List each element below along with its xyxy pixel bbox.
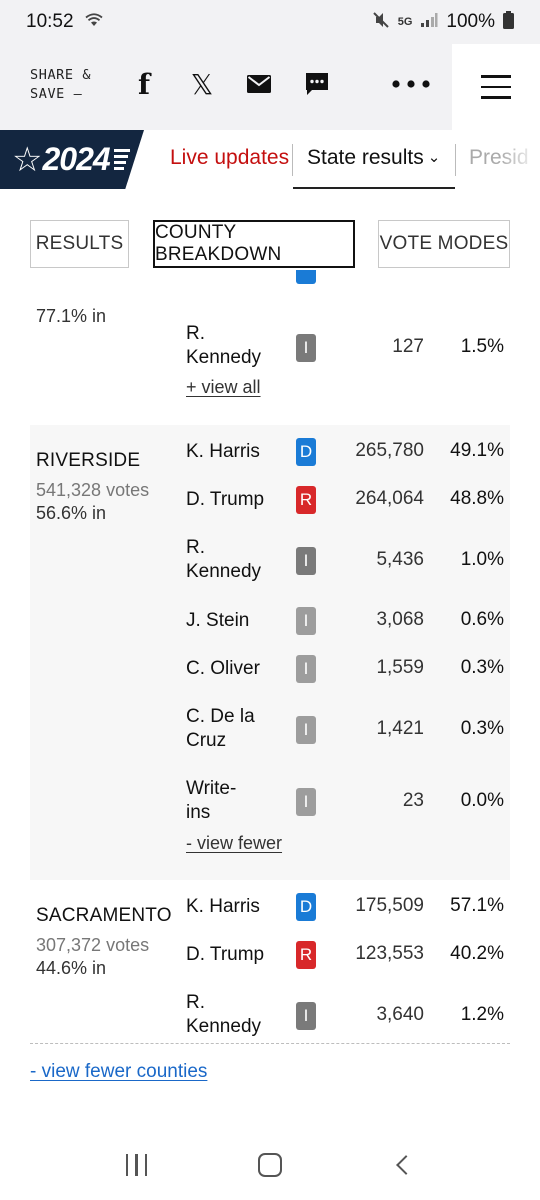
- county-total-votes: 307,372 votes: [36, 935, 150, 955]
- candidate-name: K. Harris: [186, 441, 260, 462]
- home-icon[interactable]: [245, 1145, 295, 1185]
- tab-vote-modes[interactable]: VOTE MODES: [378, 220, 510, 268]
- candidate-name: J. Stein: [186, 610, 250, 631]
- mail-icon[interactable]: [241, 66, 277, 102]
- results-tabs: RESULTS COUNTY BREAKDOWN VOTE MODES: [0, 220, 540, 268]
- county-name: SACRAMENTO: [36, 905, 172, 926]
- share-bar: SHARE & SAVE — f 𝕏: [0, 44, 540, 130]
- vote-count: 265,780: [355, 440, 424, 461]
- candidate-name: K. Harris: [186, 896, 260, 917]
- county-precincts-in: 44.6% in: [36, 958, 107, 978]
- more-icon[interactable]: [388, 66, 434, 102]
- nav-divider: [455, 144, 456, 176]
- party-badge: D: [296, 893, 316, 921]
- vote-count: 3,640: [376, 1004, 424, 1025]
- county-block-riverside: RIVERSIDE 541,328 votes 56.6% in K. Harr…: [30, 425, 510, 880]
- vote-count: 5,436: [376, 549, 424, 570]
- vote-count: 1,421: [376, 718, 424, 739]
- vote-percent: 40.2%: [450, 943, 504, 964]
- back-icon[interactable]: [378, 1145, 428, 1185]
- menu-icon[interactable]: [452, 44, 540, 130]
- stripes-icon: [113, 149, 130, 170]
- vote-count: 264,064: [355, 488, 424, 509]
- vote-percent: 0.0%: [460, 790, 504, 811]
- party-badge: I: [296, 334, 316, 362]
- nav-fade-overlay: [500, 130, 540, 189]
- candidate-name: C. Oliver: [186, 658, 260, 679]
- county-precincts-in: 56.6% in: [36, 503, 107, 523]
- android-nav-bar: [0, 1130, 540, 1200]
- wifi-icon: [84, 12, 104, 32]
- party-badge: I: [296, 547, 316, 575]
- vote-count: 175,509: [355, 895, 424, 916]
- candidate-name: R. Kennedy: [186, 323, 262, 368]
- recents-icon[interactable]: [112, 1145, 162, 1185]
- vote-percent: 0.3%: [460, 657, 504, 678]
- vote-percent: 0.3%: [460, 718, 504, 739]
- vote-count: 1,559: [376, 657, 424, 678]
- network-5g-icon: 5G: [397, 16, 413, 28]
- battery-icon: [503, 11, 514, 33]
- county-name: RIVERSIDE: [36, 450, 141, 471]
- star-icon: ☆: [12, 140, 43, 179]
- vote-count: 127: [392, 336, 424, 357]
- county-precincts-in: 77.1% in: [36, 306, 107, 326]
- county-block-sacramento: SACRAMENTO 307,372 votes 44.6% in K. Har…: [30, 880, 510, 1040]
- party-badge: I: [296, 1002, 316, 1030]
- party-badge: I: [296, 788, 316, 816]
- candidate-name: D. Trump: [186, 489, 265, 510]
- election-nav: ☆ 2024 Live updates State results ⌄ Presi…: [0, 130, 540, 192]
- vote-percent: 48.8%: [450, 488, 504, 509]
- facebook-icon[interactable]: f: [137, 67, 151, 101]
- vote-percent: 1.5%: [460, 336, 504, 357]
- vote-percent: 1.2%: [460, 1004, 504, 1025]
- candidate-name: R. Kennedy: [186, 992, 262, 1037]
- election-2024-logo[interactable]: ☆ 2024: [0, 130, 144, 189]
- view-fewer-counties-link[interactable]: - view fewer counties: [30, 1061, 208, 1082]
- candidate-name: R. Kennedy: [186, 537, 262, 582]
- chevron-down-icon: ⌄: [427, 149, 441, 166]
- vote-percent: 0.6%: [460, 609, 504, 630]
- signal-icon: [420, 12, 438, 32]
- party-badge: I: [296, 607, 316, 635]
- section-divider: [30, 1043, 510, 1044]
- county-total-votes: 541,328 votes: [36, 480, 150, 500]
- candidate-name: D. Trump: [186, 944, 265, 965]
- county-block-partial: 77.1% in R. Kennedy I 127 1.5% + view al…: [30, 270, 510, 416]
- sms-icon[interactable]: [299, 66, 335, 102]
- view-all-link[interactable]: + view all: [186, 377, 261, 397]
- mute-icon: [372, 11, 390, 33]
- battery-level: 100%: [446, 11, 495, 32]
- tab-results[interactable]: RESULTS: [30, 220, 129, 268]
- status-time: 10:52: [26, 11, 74, 32]
- party-badge: I: [296, 655, 316, 683]
- logo-year: 2024: [42, 141, 110, 177]
- party-badge: R: [296, 486, 316, 514]
- nav-live-updates[interactable]: Live updates: [170, 146, 290, 169]
- candidate-name: C. De la Cruz: [186, 706, 255, 751]
- party-badge: [296, 270, 316, 284]
- party-badge: D: [296, 438, 316, 466]
- vote-count: 123,553: [355, 943, 424, 964]
- vote-percent: 1.0%: [460, 549, 504, 570]
- vote-count: 23: [402, 790, 424, 811]
- nav-divider: [292, 144, 293, 176]
- status-bar: 10:52 5G 100%: [0, 0, 540, 44]
- vote-percent: 49.1%: [450, 440, 504, 461]
- tab-county-breakdown[interactable]: COUNTY BREAKDOWN: [153, 220, 355, 268]
- share-save-label: SHARE & SAVE —: [30, 67, 92, 102]
- x-icon[interactable]: 𝕏: [190, 67, 214, 101]
- vote-percent: 57.1%: [450, 895, 504, 916]
- nav-state-results-label: State results: [307, 146, 424, 169]
- view-fewer-link[interactable]: - view fewer: [186, 833, 283, 853]
- nav-state-results[interactable]: State results ⌄: [293, 130, 455, 189]
- vote-count: 3,068: [376, 609, 424, 630]
- candidate-name: Write-ins: [186, 778, 237, 823]
- party-badge: I: [296, 716, 316, 744]
- party-badge: R: [296, 941, 316, 969]
